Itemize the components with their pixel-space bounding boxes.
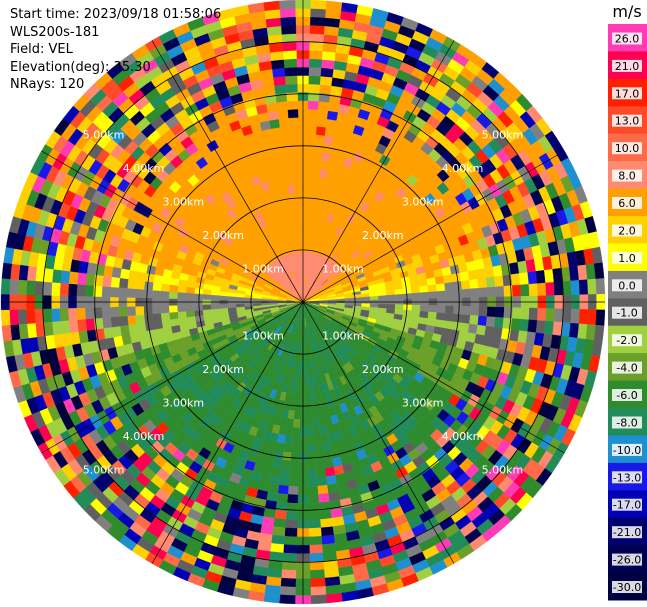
start-time-label: Start time: 2023/09/18 01:58:06: [10, 7, 222, 22]
colorbar-tick: -26.0: [613, 554, 641, 567]
colorbar-tick: -2.0: [616, 334, 637, 347]
colorbar-tick: -1.0: [616, 307, 637, 320]
info-panel: Start time: 2023/09/18 01:58:06 WLS200s-…: [10, 6, 221, 94]
colorbar-tick: 8.0: [618, 170, 636, 183]
data-cells: [0, 0, 606, 605]
colorbar-unit: m/s: [612, 2, 641, 21]
colorbar-tick: -21.0: [613, 526, 641, 539]
colorbar-tick: -17.0: [613, 499, 641, 512]
colorbar-tick: 17.0: [615, 87, 640, 100]
colorbar-tick: -8.0: [616, 417, 637, 430]
elevation-label: Elevation(deg): 35.30: [10, 59, 151, 75]
colorbar-tick: 1.0: [618, 252, 636, 265]
colorbar-tick: -10.0: [613, 444, 641, 457]
colorbar-tick: 10.0: [615, 142, 640, 155]
instrument-label: WLS200s-181: [10, 24, 100, 40]
colorbar-tick: -30.0: [613, 581, 641, 594]
colorbar-tick: 26.0: [615, 33, 640, 46]
colorbar-tick: -6.0: [616, 389, 637, 402]
colorbar-tick: -4.0: [616, 362, 637, 375]
colorbar-tick: -13.0: [613, 471, 641, 484]
nrays-label: NRays: 120: [10, 77, 85, 92]
colorbar-tick: 2.0: [618, 225, 636, 238]
field-label: Field: VEL: [10, 42, 73, 57]
colorbar-tick: 0.0: [618, 279, 636, 292]
colorbar-tick: 13.0: [615, 115, 640, 128]
colorbar-tick: 6.0: [618, 197, 636, 210]
colorbar-tick: 21.0: [615, 60, 640, 73]
